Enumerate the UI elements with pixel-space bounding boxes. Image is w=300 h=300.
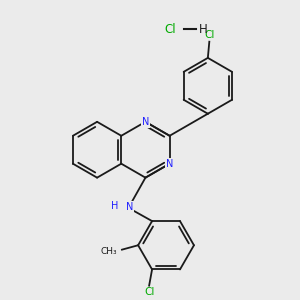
Text: Cl: Cl (144, 287, 154, 297)
Text: H: H (199, 23, 207, 36)
Text: Cl: Cl (204, 30, 214, 40)
Text: N: N (126, 202, 133, 212)
Text: N: N (142, 117, 149, 127)
Text: Cl: Cl (165, 23, 176, 36)
Text: N: N (166, 159, 173, 169)
Text: H: H (111, 201, 118, 211)
Text: CH₃: CH₃ (101, 247, 118, 256)
